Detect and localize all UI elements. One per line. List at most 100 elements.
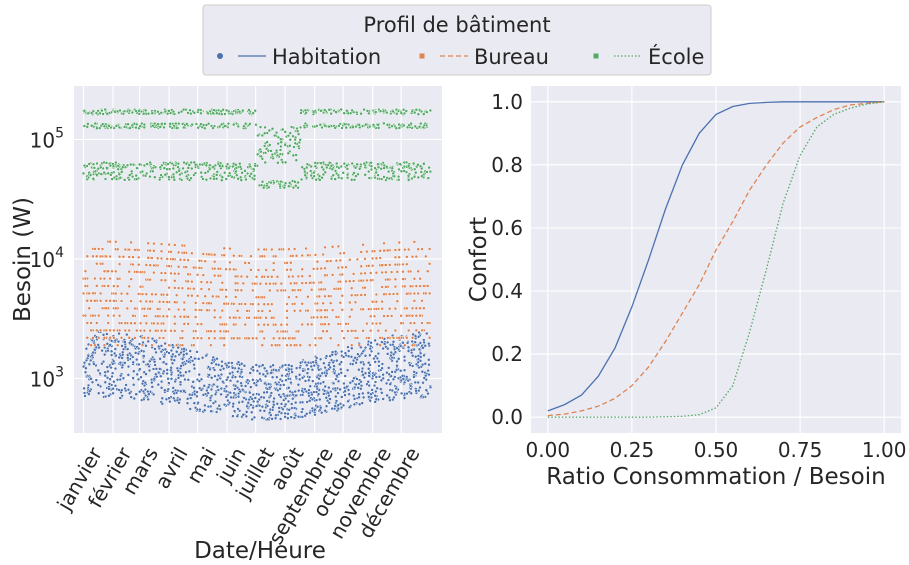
- scatter-point: [418, 355, 423, 359]
- scatter-point: [278, 184, 282, 189]
- scatter-point: [96, 383, 100, 387]
- scatter-point: [201, 273, 206, 277]
- scatter-point: [118, 108, 122, 113]
- scatter-point: [416, 247, 420, 251]
- scatter-point: [270, 302, 274, 306]
- scatter-point: [91, 291, 95, 296]
- scatter-point: [215, 377, 220, 382]
- scatter-point: [342, 251, 346, 255]
- scatter-point: [278, 377, 283, 382]
- scatter-point: [371, 123, 376, 127]
- scatter-point: [294, 153, 298, 157]
- scatter-point: [119, 291, 124, 296]
- scatter-point: [380, 270, 384, 275]
- scatter-point: [414, 389, 418, 393]
- scatter-point: [108, 377, 112, 381]
- scatter-point: [125, 347, 130, 351]
- scatter-point: [121, 376, 126, 380]
- left-y-tick-label: 103: [30, 365, 64, 392]
- scatter-point: [397, 336, 401, 340]
- scatter-point: [157, 336, 162, 340]
- scatter-point: [165, 293, 169, 297]
- scatter-point: [168, 122, 172, 126]
- scatter-point: [186, 111, 190, 115]
- scatter-point: [294, 254, 299, 258]
- scatter-point: [328, 397, 332, 401]
- scatter-point: [139, 375, 143, 379]
- scatter-point: [420, 321, 424, 325]
- scatter-point: [127, 108, 132, 113]
- scatter-point: [102, 343, 107, 347]
- scatter-point: [129, 162, 133, 167]
- scatter-point: [286, 133, 291, 138]
- scatter-point: [405, 391, 409, 396]
- scatter-point: [105, 376, 110, 380]
- scatter-point: [108, 343, 112, 347]
- scatter-point: [167, 343, 171, 347]
- scatter-point: [408, 363, 412, 367]
- scatter-point: [260, 275, 265, 279]
- scatter-point: [173, 314, 177, 319]
- scatter-point: [238, 165, 243, 169]
- scatter-point: [319, 287, 323, 292]
- scatter-point: [422, 162, 426, 166]
- scatter-point: [406, 328, 411, 333]
- scatter-point: [372, 373, 377, 377]
- scatter-point: [399, 169, 404, 173]
- scatter-point: [319, 109, 323, 113]
- scatter-point: [323, 273, 327, 278]
- scatter-point: [260, 295, 265, 300]
- scatter-point: [113, 338, 118, 343]
- scatter-point: [156, 122, 160, 126]
- scatter-point: [108, 299, 112, 303]
- scatter-point: [208, 176, 213, 181]
- scatter-point: [292, 416, 297, 420]
- scatter-point: [334, 258, 339, 263]
- scatter-point: [247, 261, 251, 265]
- scatter-point: [166, 387, 171, 391]
- scatter-point: [270, 316, 274, 320]
- scatter-point: [100, 108, 104, 113]
- scatter-point: [320, 125, 324, 130]
- scatter-point: [253, 163, 257, 168]
- scatter-point: [349, 286, 354, 290]
- scatter-point: [148, 263, 152, 267]
- scatter-point: [315, 259, 320, 264]
- scatter-point: [341, 403, 346, 408]
- scatter-point: [221, 107, 225, 112]
- scatter-point: [137, 362, 141, 367]
- scatter-point: [339, 367, 343, 372]
- scatter-point: [130, 123, 135, 128]
- scatter-point: [82, 391, 87, 395]
- scatter-point: [159, 173, 163, 177]
- scatter-point: [366, 391, 371, 395]
- scatter-point: [102, 336, 107, 340]
- scatter-point: [158, 165, 163, 170]
- scatter-point: [422, 376, 427, 380]
- scatter-point: [306, 295, 310, 299]
- scatter-point: [374, 270, 379, 275]
- scatter-point: [365, 278, 369, 283]
- scatter-point: [203, 259, 207, 263]
- scatter-point: [276, 141, 280, 146]
- scatter-point: [347, 405, 352, 409]
- scatter-point: [251, 368, 256, 373]
- scatter-point: [416, 335, 421, 339]
- scatter-point: [238, 389, 242, 394]
- scatter-point: [90, 353, 94, 358]
- scatter-point: [95, 161, 99, 166]
- scatter-point: [290, 336, 295, 341]
- scatter-point: [167, 242, 171, 247]
- scatter-point: [411, 161, 416, 166]
- scatter-point: [118, 360, 123, 365]
- scatter-point: [212, 336, 217, 340]
- scatter-point: [385, 352, 390, 356]
- scatter-point: [171, 109, 176, 114]
- scatter-point: [268, 364, 273, 369]
- scatter-point: [368, 346, 373, 351]
- scatter-point: [296, 144, 301, 149]
- scatter-point: [377, 375, 382, 379]
- scatter-point: [367, 264, 371, 268]
- scatter-point: [283, 181, 288, 185]
- scatter-point: [340, 395, 344, 399]
